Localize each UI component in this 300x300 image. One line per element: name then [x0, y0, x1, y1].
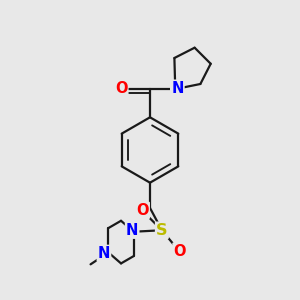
Text: N: N [126, 223, 138, 238]
Text: N: N [98, 246, 110, 261]
Text: O: O [115, 81, 128, 96]
Text: S: S [156, 223, 168, 238]
Text: O: O [173, 244, 186, 259]
Text: N: N [171, 81, 184, 96]
Text: O: O [136, 203, 149, 218]
